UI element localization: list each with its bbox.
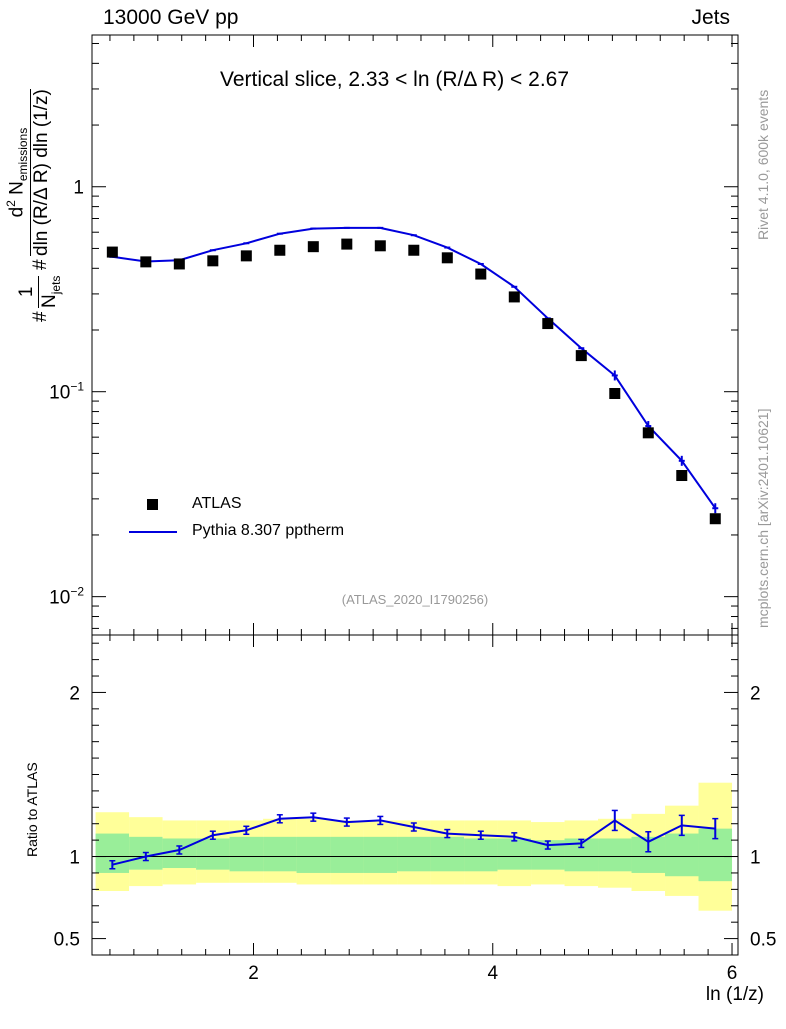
y-tick-label: 1 — [73, 178, 84, 199]
atlas-data-point — [508, 291, 520, 303]
stat-uncertainty-band — [196, 838, 230, 870]
atlas-data-point — [240, 250, 252, 262]
ratio-y-axis-label: Ratio to ATLAS — [24, 762, 40, 857]
stat-uncertainty-band — [430, 836, 465, 872]
stat-uncertainty-band — [263, 836, 297, 872]
main-plot-frame: 10−2 10−1 1 — [49, 34, 739, 636]
ratio-plot-border — [91, 634, 739, 956]
atlas-data-point — [374, 240, 386, 252]
atlas-data-point — [106, 246, 118, 258]
atlas-data-point — [709, 513, 721, 525]
legend-atlas-marker — [147, 499, 158, 510]
stat-uncertainty-band — [464, 838, 498, 872]
analysis-tag: (ATLAS_2020_I1790256) — [341, 592, 489, 607]
ratio-y-tick-label-right: 0.5 — [750, 930, 776, 951]
atlas-data-point — [475, 268, 487, 280]
legend-atlas-label: ATLAS — [192, 495, 242, 512]
main-plot-border — [91, 34, 739, 636]
atlas-data-point — [609, 387, 621, 399]
ratio-y-tick-label-right: 2 — [750, 683, 761, 704]
rivet-version-label: Rivet 4.1.0, 600k events — [755, 89, 771, 240]
source-label: mcplots.cern.ch [arXiv:2401.10621] — [755, 408, 771, 628]
x-tick-label: 4 — [487, 963, 498, 984]
stat-uncertainty-band — [598, 838, 632, 872]
atlas-data-point — [642, 427, 654, 439]
atlas-data-point — [274, 244, 286, 256]
main-plot-data — [106, 226, 721, 525]
atlas-data-point — [408, 244, 420, 256]
x-axis-label: ln (1/z) — [705, 984, 764, 1005]
atlas-data-point — [140, 256, 152, 268]
ratio-plot-frame: 2 4 6 0.5 0.5 1 1 2 2 — [54, 634, 776, 984]
ratio-y-tick-label-left: 2 — [69, 683, 80, 704]
atlas-data-point — [173, 258, 185, 270]
atlas-data-point — [676, 470, 688, 482]
legend — [129, 499, 177, 533]
legend-pythia-label: Pythia 8.307 pptherm — [192, 522, 345, 539]
atlas-data-point — [542, 318, 554, 330]
ratio-y-tick-label-left: 1 — [69, 848, 80, 869]
atlas-data-point — [341, 238, 353, 250]
plot-title: Vertical slice, 2.33 < ln (R/Δ R) < 2.67 — [220, 68, 570, 91]
main-y-axis-label: # 1 Njets # d2 Nemissions dln (R/Δ R) dl… — [4, 89, 63, 322]
atlas-data-point — [307, 241, 319, 253]
x-tick-label: 2 — [248, 963, 259, 984]
y-tick-label: 10−2 — [49, 585, 84, 609]
y-tick-label: 10−1 — [49, 380, 84, 404]
pythia-curve — [112, 226, 717, 509]
ratio-y-tick-label-left: 0.5 — [54, 930, 80, 951]
stat-uncertainty-band — [296, 836, 331, 873]
atlas-data-point — [441, 252, 453, 264]
atlas-data-point — [575, 350, 587, 362]
ratio-plot-data — [109, 809, 719, 870]
ratio-y-tick-label-right: 1 — [750, 848, 761, 869]
ratio-uncertainty-bands — [95, 782, 733, 911]
energy-label: 13000 GeV pp — [103, 6, 239, 29]
category-label: Jets — [691, 6, 730, 29]
x-tick-label: 6 — [727, 963, 738, 984]
stat-uncertainty-band — [363, 836, 398, 873]
stat-uncertainty-band — [330, 836, 364, 873]
stat-uncertainty-band — [665, 833, 699, 877]
stat-uncertainty-band — [229, 836, 264, 872]
atlas-data-point — [207, 255, 219, 267]
stat-uncertainty-band — [497, 838, 532, 870]
stat-uncertainty-band — [397, 836, 431, 872]
